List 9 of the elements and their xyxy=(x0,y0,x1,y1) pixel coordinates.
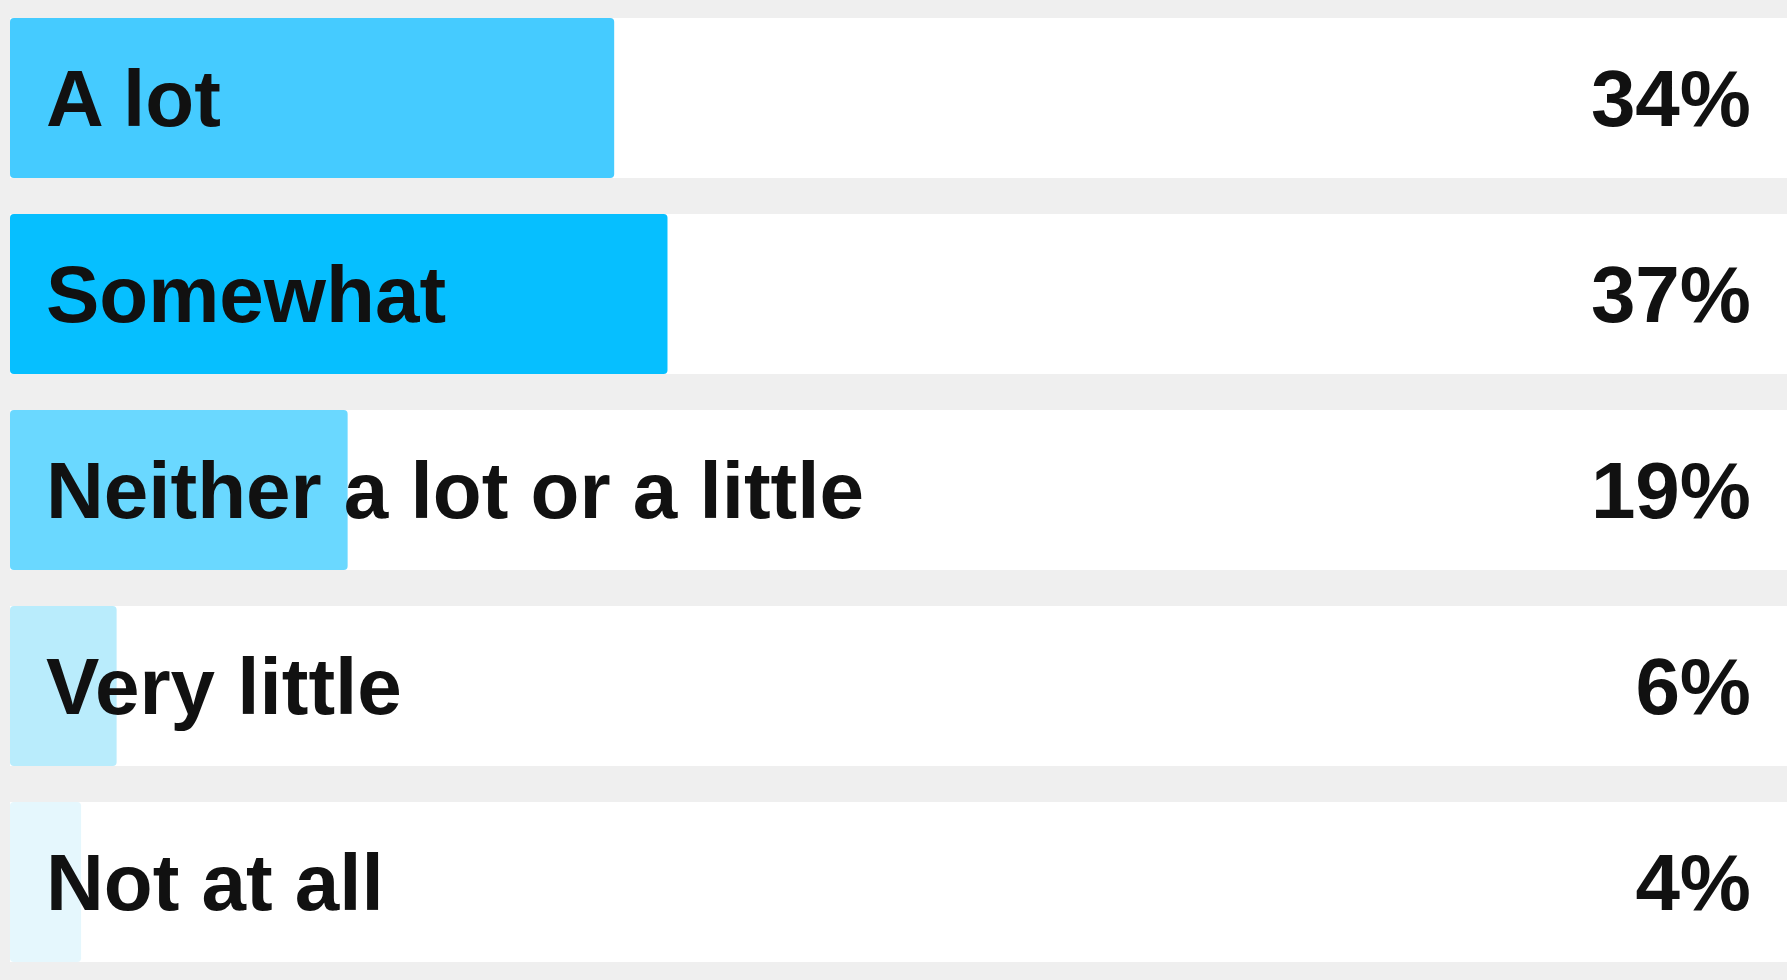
y-tick-label: A lot xyxy=(46,53,221,143)
y-tick-label: Not at all xyxy=(46,837,384,927)
y-tick-label: Very little xyxy=(46,641,402,731)
data-label: 19% xyxy=(1590,445,1751,535)
data-label: 37% xyxy=(1590,249,1751,339)
y-tick-label: Somewhat xyxy=(46,249,447,339)
data-label: 34% xyxy=(1590,53,1751,143)
data-label: 4% xyxy=(1635,837,1751,927)
data-label: 6% xyxy=(1635,641,1751,731)
